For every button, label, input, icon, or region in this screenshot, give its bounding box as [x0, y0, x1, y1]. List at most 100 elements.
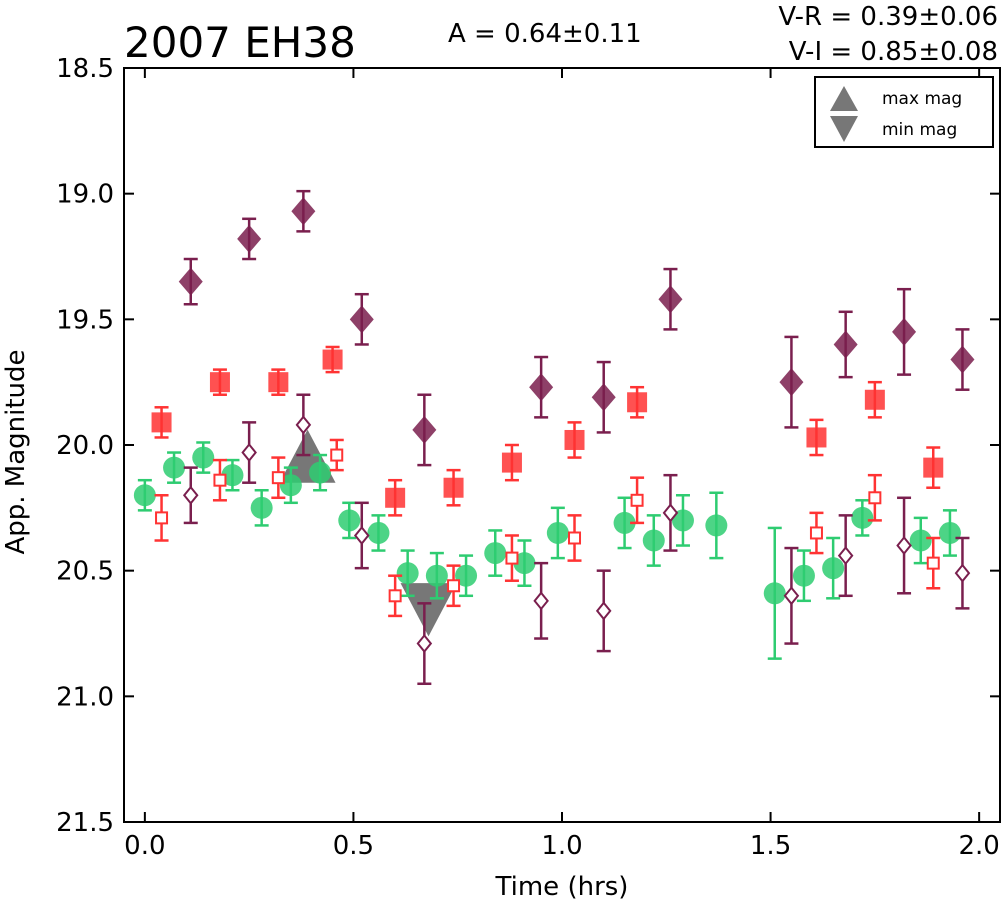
y-tick-label: 21.0 [56, 682, 114, 712]
data-point-diamond [237, 224, 262, 253]
chart-title: 2007 EH38 [124, 18, 356, 67]
x-tick-label: 2.0 [958, 831, 999, 861]
data-point-open-diamond [533, 591, 549, 611]
y-tick-label: 20.0 [56, 431, 114, 461]
data-point-open-diamond [595, 601, 612, 621]
data-point-open-square [568, 531, 582, 545]
data-point-square [923, 457, 944, 478]
data-point-diamond [950, 345, 975, 374]
data-point-open-diamond [662, 503, 679, 523]
data-point-open-diamond [783, 586, 800, 606]
data-point-square [501, 452, 522, 473]
y-tick-label: 18.5 [56, 54, 114, 84]
data-point-open-diamond [182, 485, 199, 505]
x-tick-label: 0.0 [124, 831, 165, 861]
v-i-annotation: V-I = 0.85±0.08 [789, 37, 998, 67]
data-point-open-diamond [416, 633, 433, 654]
data-point-circle [338, 509, 361, 532]
plot-frame [123, 67, 1001, 823]
min-mag-triangle-icon [830, 116, 858, 142]
data-point-circle [221, 464, 244, 487]
data-point-circle [705, 514, 728, 537]
data-point-diamond [178, 267, 203, 296]
legend-label-min-mag: min mag [882, 120, 957, 140]
data-point-open-square [330, 448, 344, 462]
data-point-open-square [868, 491, 882, 505]
data-point-circle [484, 542, 507, 565]
data-point-open-diamond [241, 442, 257, 463]
data-point-open-square [213, 473, 227, 487]
data-point-circle [455, 564, 478, 587]
data-point-open-square [388, 589, 402, 603]
data-point-square [627, 392, 648, 413]
data-point-square [151, 412, 172, 433]
y-tick-label: 20.5 [56, 557, 114, 587]
axis-ticks: 0.0 0.5 1.0 1.5 2.0 18.5 19.0 19.5 20.0 20.5 21.0 2… [56, 54, 1000, 861]
data-point-circle [279, 474, 302, 497]
data-point-diamond [291, 197, 316, 226]
data-point-open-square [630, 493, 644, 507]
data-point-square [322, 349, 343, 370]
data-point-open-square [809, 526, 823, 540]
data-point-diamond [892, 317, 917, 346]
data-point-circle [163, 456, 186, 479]
data-point-circle [938, 521, 961, 544]
data-point-diamond [779, 368, 804, 397]
data-point-square [209, 372, 230, 393]
v-r-annotation: V-R = 0.39±0.06 [778, 2, 998, 32]
data-point-open-diamond [896, 535, 912, 556]
legend-label-max-mag: max mag [882, 89, 962, 109]
data-point-circle [763, 582, 786, 605]
data-point-circle [367, 521, 390, 544]
data-point-circle [396, 562, 419, 585]
data-point-circle [851, 506, 874, 529]
data-point-diamond [529, 373, 554, 402]
data-point-square [443, 477, 464, 498]
data-point-square [564, 429, 585, 450]
data-point-circle [909, 529, 932, 552]
data-point-diamond [349, 305, 374, 334]
data-point-square [385, 487, 406, 508]
x-axis-label: Time (hrs) [495, 872, 629, 902]
data-point-circle [822, 557, 845, 580]
data-point-circle [250, 496, 273, 519]
data-point-circle [192, 446, 215, 469]
legend: max mag min mag [814, 76, 994, 148]
data-point-circle [513, 552, 536, 575]
data-point-circle [425, 564, 448, 587]
x-tick-label: 0.5 [333, 831, 374, 861]
data-point-diamond [591, 383, 616, 412]
data-point-square [806, 427, 827, 448]
data-point-diamond [658, 285, 683, 314]
x-tick-label: 1.5 [750, 831, 791, 861]
data-point-open-diamond [837, 546, 854, 566]
data-point-open-square [271, 471, 285, 485]
data-point-circle [792, 564, 815, 587]
data-point-open-square [505, 551, 519, 565]
data-point-circle [309, 461, 332, 484]
x-tick-label: 1.0 [541, 831, 582, 861]
plot-area [133, 189, 975, 686]
max-mag-triangle-icon [830, 86, 858, 111]
y-tick-label: 19.0 [56, 180, 114, 210]
data-point-open-square [155, 511, 169, 525]
data-point-circle [546, 521, 569, 544]
data-point-square [268, 372, 289, 393]
data-point-open-diamond [954, 563, 971, 583]
data-point-open-diamond [353, 525, 370, 546]
data-point-diamond [833, 330, 858, 359]
y-tick-label: 21.5 [56, 808, 114, 838]
y-tick-label: 19.5 [56, 305, 114, 335]
data-point-open-square [447, 579, 461, 593]
data-point-diamond [412, 415, 437, 444]
data-point-circle [671, 509, 694, 532]
y-axis-label: App. Magnitude [1, 349, 31, 554]
data-point-open-square [926, 556, 940, 570]
data-point-square [864, 389, 885, 410]
data-point-open-diamond [295, 415, 312, 435]
data-point-circle [613, 511, 636, 534]
data-point-circle [642, 529, 665, 552]
data-point-circle [133, 484, 156, 507]
amplitude-annotation: A = 0.64±0.11 [448, 19, 642, 49]
